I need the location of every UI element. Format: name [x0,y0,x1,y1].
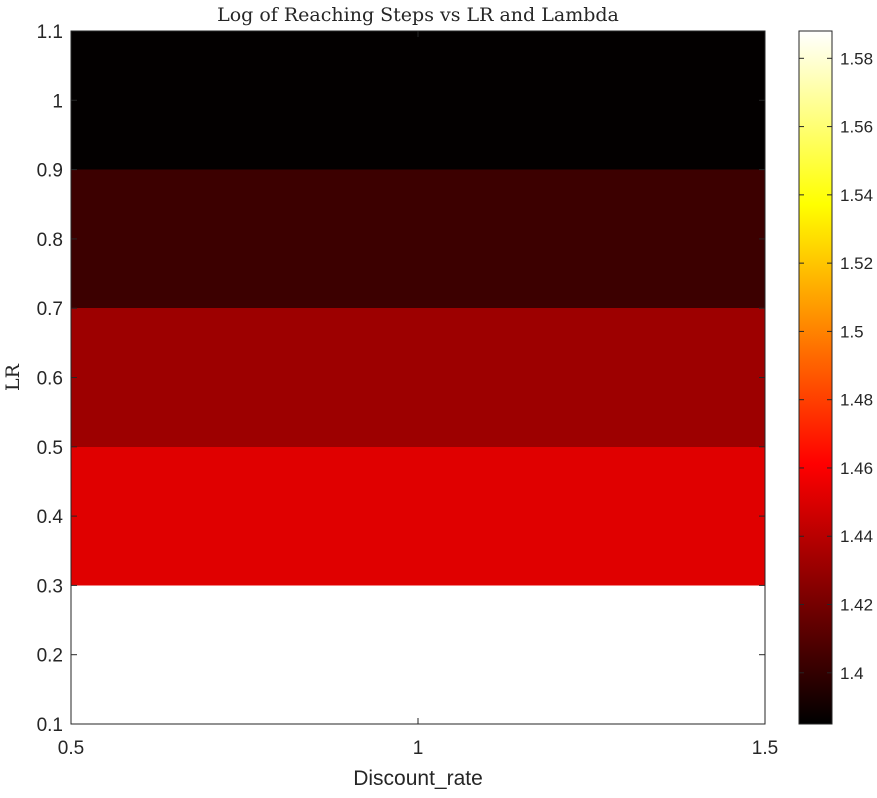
heatmap-cell [71,31,765,170]
heatmap-cell [71,169,765,309]
y-tick-label: 0.3 [37,576,63,597]
y-tick-label: 0.1 [37,715,63,736]
chart-title: Log of Reaching Steps vs LR and Lambda [217,4,619,26]
y-tick-label: 0.9 [37,161,63,182]
colorbar-tick-label: 1.46 [840,459,873,478]
y-tick-label: 0.4 [37,507,64,528]
colorbar-tick-label: 1.58 [840,49,873,68]
y-tick-label: 0.2 [37,646,63,667]
colorbar [798,30,833,725]
heatmap-cell [71,308,765,447]
x-axis-label: Discount_rate [353,767,483,790]
y-axis-label: LR [2,363,24,391]
heatmap-cell [71,585,765,724]
heatmap-cell [71,446,765,586]
y-tick-label: 0.5 [37,438,63,459]
x-tick-label: 1 [413,738,424,759]
colorbar-tick-label: 1.5 [840,322,864,341]
colorbar-tick-label: 1.56 [840,118,873,137]
y-tick-label: 1.1 [37,22,63,43]
colorbar-tick-label: 1.52 [840,254,873,273]
colorbar-tick-label: 1.42 [840,596,873,615]
y-tick-label: 0.8 [37,230,63,251]
y-tick-label: 0.7 [37,299,63,320]
colorbar-tick-label: 1.4 [840,664,864,683]
colorbar-tick-label: 1.44 [840,527,873,546]
y-tick-label: 0.6 [37,369,63,390]
colorbar-tick-label: 1.48 [840,391,873,410]
colorbar-tick-label: 1.54 [840,186,873,205]
x-tick-label: 0.5 [58,738,84,759]
x-tick-label: 1.5 [752,738,778,759]
y-tick-label: 1 [52,91,63,112]
